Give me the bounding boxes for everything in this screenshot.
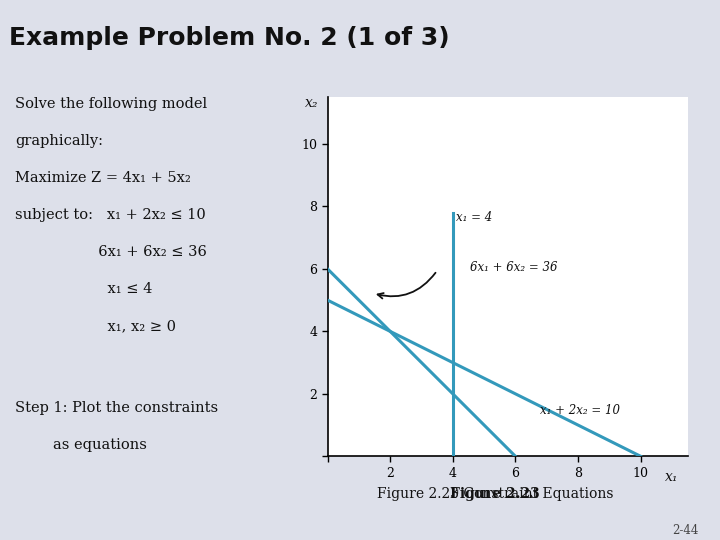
Text: x₁: x₁	[665, 470, 679, 484]
Text: x₁, x₂ ≥ 0: x₁, x₂ ≥ 0	[14, 319, 176, 333]
Text: Step 1: Plot the constraints: Step 1: Plot the constraints	[14, 401, 218, 415]
Text: Maximize Z = 4x₁ + 5x₂: Maximize Z = 4x₁ + 5x₂	[14, 171, 191, 185]
Text: x₁ ≤ 4: x₁ ≤ 4	[14, 282, 152, 296]
Text: Solve the following model: Solve the following model	[14, 97, 207, 111]
Text: x₂: x₂	[305, 96, 319, 110]
Text: graphically:: graphically:	[14, 134, 103, 149]
Text: 2-44: 2-44	[672, 524, 698, 537]
Text: 6x₁ + 6x₂ ≤ 36: 6x₁ + 6x₂ ≤ 36	[14, 245, 207, 259]
Text: as equations: as equations	[53, 438, 147, 452]
Text: Figure 2.23: Figure 2.23	[450, 487, 540, 501]
Text: x₁ = 4: x₁ = 4	[456, 211, 492, 224]
Text: subject to:   x₁ + 2x₂ ≤ 10: subject to: x₁ + 2x₂ ≤ 10	[14, 208, 205, 222]
Text: x₁ + 2x₂ = 10: x₁ + 2x₂ = 10	[541, 404, 621, 417]
Text: 6x₁ + 6x₂ = 36: 6x₁ + 6x₂ = 36	[470, 260, 557, 273]
Text: Figure 2.23 Constraint Equations: Figure 2.23 Constraint Equations	[377, 487, 613, 501]
Text: Example Problem No. 2 (1 of 3): Example Problem No. 2 (1 of 3)	[9, 26, 450, 50]
